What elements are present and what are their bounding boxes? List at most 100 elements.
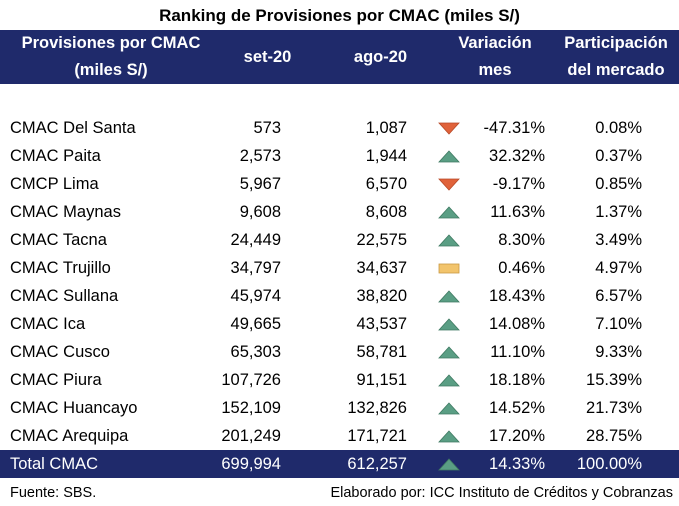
row-part: 3.49% [595, 231, 642, 249]
footer-source: Fuente: SBS. [10, 485, 97, 501]
row-name: CMAC Cusco [10, 343, 110, 361]
row-var: -9.17% [492, 175, 545, 193]
trend-up-icon [438, 150, 460, 163]
row-var: 0.46% [498, 259, 545, 277]
table-title: Ranking de Provisiones por CMAC (miles S… [159, 6, 520, 25]
row-part: 6.57% [595, 287, 642, 305]
row-name: CMAC Tacna [10, 231, 107, 249]
row-ago: 34,637 [356, 259, 407, 277]
table-body: CMAC Del Santa 573 1,087 -47.31% 0.08% CMAC P… [0, 114, 679, 450]
trend-down-icon [438, 178, 460, 191]
trend-up-icon [438, 402, 460, 415]
table-row: CMAC Sullana 45,974 38,820 18.43% 6.57% [0, 282, 679, 310]
row-part: 7.10% [595, 315, 642, 333]
row-ago: 58,781 [356, 343, 407, 361]
header-name-column: Provisiones por CMAC (miles S/) [6, 30, 216, 84]
row-ago: 22,575 [356, 231, 407, 249]
row-var: 32.32% [489, 147, 545, 165]
trend-up-icon [438, 374, 460, 387]
table-row: CMAC Huancayo 152,109 132,826 14.52% 21.73% [0, 394, 679, 422]
header-ago-label: ago-20 [353, 47, 408, 66]
header-var-line1: Variación [458, 34, 532, 52]
total-set: 699,994 [221, 455, 281, 473]
table-row: CMAC Arequipa 201,249 171,721 17.20% 28.75% [0, 422, 679, 450]
total-row: Total CMAC 699,994 612,257 14.33% 100.00… [0, 450, 679, 478]
row-set: 45,974 [230, 287, 281, 305]
row-ago: 91,151 [356, 371, 407, 389]
row-name: CMAC Trujillo [10, 259, 111, 277]
row-ago: 8,608 [365, 203, 407, 221]
table-header: Provisiones por CMAC (miles S/) set-20 a… [0, 30, 679, 84]
row-ago: 43,537 [356, 315, 407, 333]
row-set: 201,249 [221, 427, 281, 445]
row-ago: 1,087 [365, 119, 407, 137]
row-set: 65,303 [230, 343, 281, 361]
table-row: CMAC Del Santa 573 1,087 -47.31% 0.08% [0, 114, 679, 142]
row-set: 107,726 [221, 371, 281, 389]
header-name-line2: (miles S/) [74, 61, 148, 79]
table-row: CMAC Piura 107,726 91,151 18.18% 15.39% [0, 366, 679, 394]
row-name: CMAC Huancayo [10, 399, 138, 417]
trend-up-icon [438, 430, 460, 443]
row-ago: 171,721 [347, 427, 407, 445]
row-part: 0.85% [595, 175, 642, 193]
trend-up-icon [438, 206, 460, 219]
table-row: CMAC Ica 49,665 43,537 14.08% 7.10% [0, 310, 679, 338]
row-name: CMAC Arequipa [10, 427, 129, 445]
row-part: 1.37% [595, 203, 642, 221]
row-part: 0.37% [595, 147, 642, 165]
row-set: 2,573 [239, 147, 281, 165]
trend-up-icon [438, 346, 460, 359]
total-part: 100.00% [576, 455, 642, 473]
row-ago: 38,820 [356, 287, 407, 305]
footer: Fuente: SBS. Elaborado por: ICC Institut… [0, 480, 679, 505]
row-var: 11.10% [490, 343, 545, 361]
total-var: 14.33% [489, 455, 545, 473]
header-name-line1: Provisiones por CMAC [21, 34, 201, 52]
row-name: CMAC Maynas [10, 203, 121, 221]
row-set: 49,665 [230, 315, 281, 333]
row-set: 9,608 [239, 203, 281, 221]
row-set: 34,797 [230, 259, 281, 277]
table-row: CMAC Cusco 65,303 58,781 11.10% 9.33% [0, 338, 679, 366]
row-ago: 6,570 [365, 175, 407, 193]
row-part: 15.39% [586, 371, 642, 389]
row-set: 573 [253, 119, 281, 137]
row-name: CMAC Paita [10, 147, 101, 165]
total-name: Total CMAC [10, 455, 99, 473]
total-up-icon [438, 458, 460, 471]
row-name: CMAC Sullana [10, 287, 119, 305]
header-part-column: Participación del mercado [553, 30, 679, 84]
header-var-column: Variación mes [440, 30, 550, 84]
total-ago: 612,257 [347, 455, 407, 473]
header-ago-column: ago-20 [328, 30, 433, 84]
row-ago: 1,944 [365, 147, 407, 165]
header-var-line2: mes [478, 61, 512, 79]
row-part: 0.08% [595, 119, 642, 137]
row-part: 4.97% [595, 259, 642, 277]
footer-credit: Elaborado por: ICC Instituto de Créditos… [330, 485, 673, 501]
trend-up-icon [438, 290, 460, 303]
row-name: CMAC Del Santa [10, 119, 136, 137]
row-name: CMCP Lima [10, 175, 99, 193]
row-ago: 132,826 [347, 399, 407, 417]
row-set: 24,449 [230, 231, 281, 249]
table-row: CMAC Trujillo 34,797 34,637 0.46% 4.97% [0, 254, 679, 282]
trend-flat-icon [438, 262, 460, 275]
header-set-column: set-20 [225, 30, 310, 84]
row-var: 17.20% [489, 427, 545, 445]
header-set-label: set-20 [243, 47, 292, 66]
trend-down-icon [438, 122, 460, 135]
header-part-line2: del mercado [567, 61, 665, 79]
row-var: -47.31% [483, 119, 545, 137]
row-part: 28.75% [586, 427, 642, 445]
row-var: 14.52% [489, 399, 545, 417]
trend-up-icon [438, 234, 460, 247]
row-var: 14.08% [489, 315, 545, 333]
row-part: 9.33% [595, 343, 642, 361]
row-var: 18.18% [489, 371, 545, 389]
table-row: CMAC Paita 2,573 1,944 32.32% 0.37% [0, 142, 679, 170]
row-name: CMAC Piura [10, 371, 102, 389]
table-row: CMAC Tacna 24,449 22,575 8.30% 3.49% [0, 226, 679, 254]
row-name: CMAC Ica [10, 315, 86, 333]
